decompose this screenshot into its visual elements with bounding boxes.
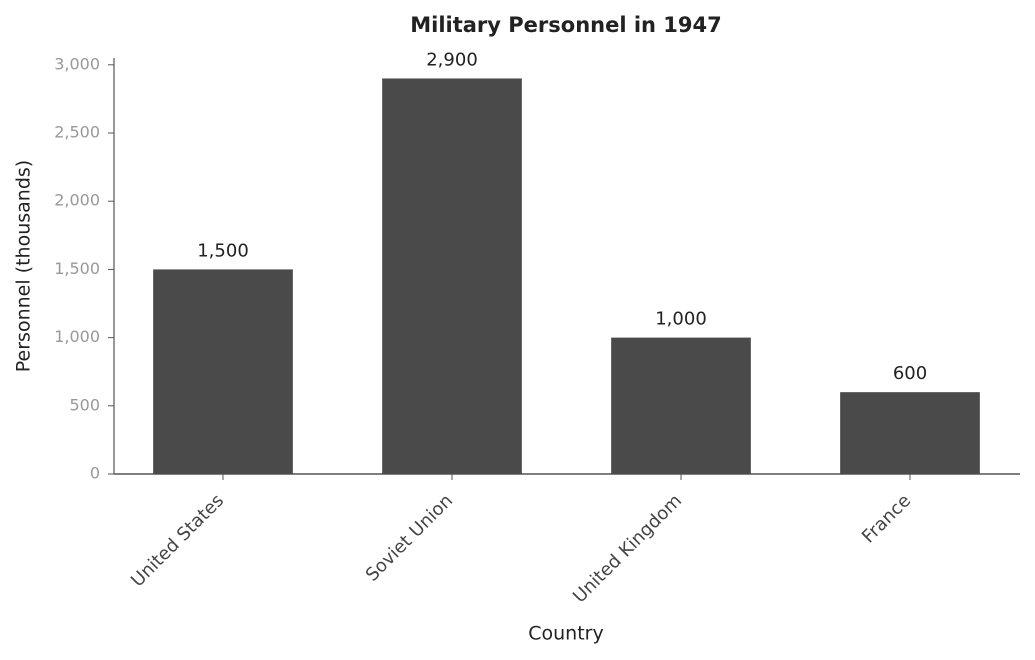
x-tick-label: France bbox=[858, 490, 915, 547]
bar bbox=[153, 269, 293, 474]
y-tick-label: 2,000 bbox=[54, 191, 100, 210]
x-tick-label: Soviet Union bbox=[362, 490, 457, 585]
value-label: 1,000 bbox=[655, 309, 707, 330]
y-tick-label: 1,000 bbox=[54, 327, 100, 346]
bar bbox=[611, 337, 751, 474]
x-tick-label: United Kingdom bbox=[569, 490, 686, 607]
y-tick-label: 500 bbox=[69, 395, 100, 414]
x-tick-label: United States bbox=[127, 490, 228, 591]
y-tick-label: 3,000 bbox=[54, 54, 100, 73]
value-label: 1,500 bbox=[197, 240, 249, 261]
value-label: 600 bbox=[893, 363, 927, 384]
bar bbox=[382, 78, 522, 474]
y-tick-label: 0 bbox=[90, 464, 100, 483]
y-axis-label: Personnel (thousands) bbox=[13, 160, 35, 372]
x-axis-label: Country bbox=[528, 623, 603, 645]
bar bbox=[840, 392, 980, 474]
y-tick-label: 2,500 bbox=[54, 123, 100, 142]
value-label: 2,900 bbox=[426, 49, 478, 70]
y-tick-label: 1,500 bbox=[54, 259, 100, 278]
chart-title: Military Personnel in 1947 bbox=[410, 13, 722, 37]
